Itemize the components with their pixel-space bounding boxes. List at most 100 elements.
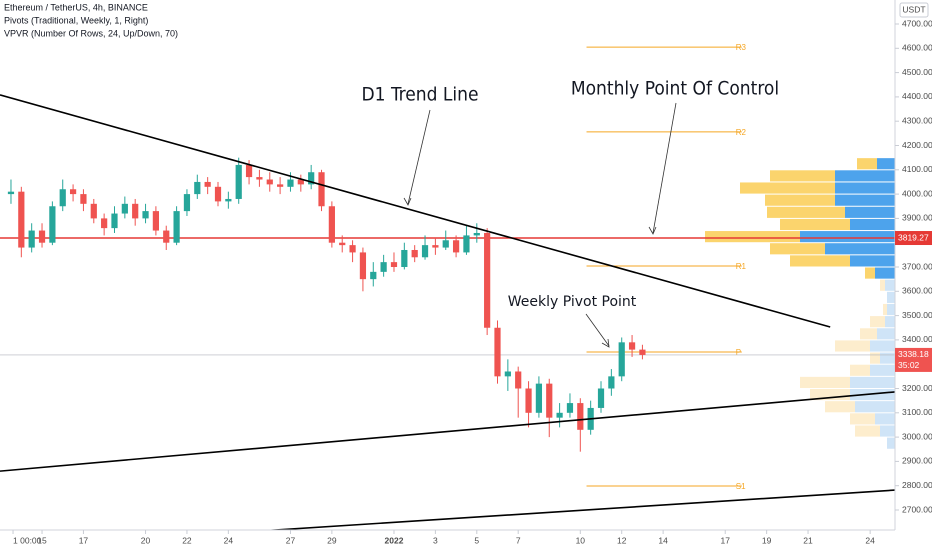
- volume-down: [800, 376, 850, 388]
- y-tick-label: 4500.00: [902, 67, 932, 77]
- chart-title: Ethereum / TetherUS, 4h, BINANCE: [4, 2, 148, 12]
- y-tick-label: 4000.00: [902, 188, 932, 198]
- volume-up: [850, 218, 895, 231]
- candle-body: [473, 232, 480, 236]
- x-tick-label: 17: [720, 535, 730, 545]
- candle-body: [421, 245, 429, 258]
- volume-down: [767, 206, 845, 218]
- y-tick-label: 3100.00: [902, 407, 932, 417]
- volume-up: [870, 340, 895, 352]
- y-tick-label: 2800.00: [902, 480, 932, 490]
- candle-body: [566, 403, 574, 413]
- trend-line: [262, 489, 895, 530]
- candle-body: [370, 271, 377, 280]
- volume-up: [845, 206, 895, 218]
- volume-down: [835, 340, 870, 352]
- x-tick-label: 15: [37, 535, 47, 545]
- candle-body: [504, 371, 511, 377]
- y-tick-label: 3000.00: [902, 431, 932, 441]
- poc-price-label: 3819.27: [898, 232, 929, 242]
- candle-body: [266, 179, 273, 185]
- x-tick-label: 21: [803, 535, 813, 545]
- candle-body: [183, 194, 191, 212]
- arrow: [652, 102, 677, 234]
- candle-body: [38, 230, 46, 243]
- volume-down: [770, 243, 825, 255]
- candle-body: [577, 403, 584, 430]
- x-tick-label: 19: [762, 535, 772, 545]
- trend-line: [0, 94, 831, 328]
- candle-body: [297, 179, 304, 185]
- y-tick-label: 2700.00: [902, 504, 932, 514]
- poc-price-box: [895, 231, 932, 246]
- y-tick-label: 3600.00: [902, 286, 932, 296]
- volume-up: [870, 364, 895, 376]
- pivot-label: R3: [736, 43, 747, 52]
- candle-body: [452, 240, 460, 253]
- x-tick-label: 17: [79, 535, 89, 545]
- volume-down: [780, 218, 850, 231]
- candle-body: [225, 198, 232, 202]
- candle-body: [204, 181, 211, 187]
- volume-up: [875, 413, 895, 425]
- candle-body: [245, 164, 253, 178]
- candle-body: [69, 189, 77, 195]
- annotation: Monthly Point Of Control: [571, 78, 779, 100]
- candle-body: [432, 245, 439, 248]
- candle-body: [277, 184, 284, 187]
- x-tick-label: 7: [516, 535, 521, 545]
- candle-body: [287, 179, 294, 187]
- candle-body: [80, 194, 87, 204]
- candle-body: [256, 177, 263, 180]
- arrow: [407, 109, 431, 205]
- candle-body: [597, 388, 605, 408]
- candle-body: [484, 232, 491, 328]
- candle-body: [111, 213, 118, 229]
- volume-up: [875, 267, 895, 279]
- candle-body: [28, 230, 35, 248]
- indicator-label: VPVR (Number Of Rows, 24, Up/Down, 70): [4, 28, 178, 38]
- volume-down: [790, 255, 850, 267]
- volume-up: [887, 437, 895, 449]
- volume-up: [885, 316, 895, 328]
- y-tick-label: 4700.00: [902, 18, 932, 28]
- volume-up: [877, 158, 895, 170]
- countdown-label: 35:02: [898, 360, 920, 370]
- y-tick-label: 3700.00: [902, 261, 932, 271]
- arrow-head: [601, 338, 610, 348]
- x-tick-label: 22: [182, 535, 192, 545]
- volume-down: [770, 170, 835, 182]
- axes: 2700.00 2800.00 2900.00 3000.00 3100.00 3200.…: [12, 18, 932, 545]
- candle-body: [142, 211, 149, 219]
- candle-body: [121, 203, 128, 214]
- volume-up: [887, 303, 895, 316]
- candle-body: [59, 189, 66, 207]
- y-tick-label: 4300.00: [902, 115, 932, 125]
- y-tick-label: 2900.00: [902, 456, 932, 466]
- candle-body: [152, 211, 160, 231]
- x-tick-label: 20: [141, 535, 151, 545]
- pivot-label: S1: [736, 482, 746, 491]
- candle-body: [173, 211, 180, 243]
- candle-body: [494, 327, 501, 377]
- candle-body: [349, 245, 356, 253]
- annotation: D1 Trend Line: [362, 84, 479, 106]
- volume-up: [835, 170, 895, 182]
- volume-down: [857, 158, 877, 170]
- arrow-head: [648, 226, 657, 235]
- candle-body: [535, 383, 543, 413]
- candle-body: [359, 252, 367, 280]
- candle-body: [101, 218, 108, 229]
- volume-down: [810, 389, 850, 401]
- pivot-label: P: [736, 348, 741, 357]
- volume-up: [835, 194, 895, 206]
- volume-up: [825, 243, 895, 255]
- candle-body: [214, 186, 222, 202]
- pivot-label: R2: [736, 128, 747, 137]
- arrow: [585, 313, 610, 347]
- x-tick-label: 29: [327, 535, 337, 545]
- y-tick-label: 4100.00: [902, 164, 932, 174]
- volume-down: [825, 401, 855, 413]
- pivot-label: R1: [736, 262, 747, 271]
